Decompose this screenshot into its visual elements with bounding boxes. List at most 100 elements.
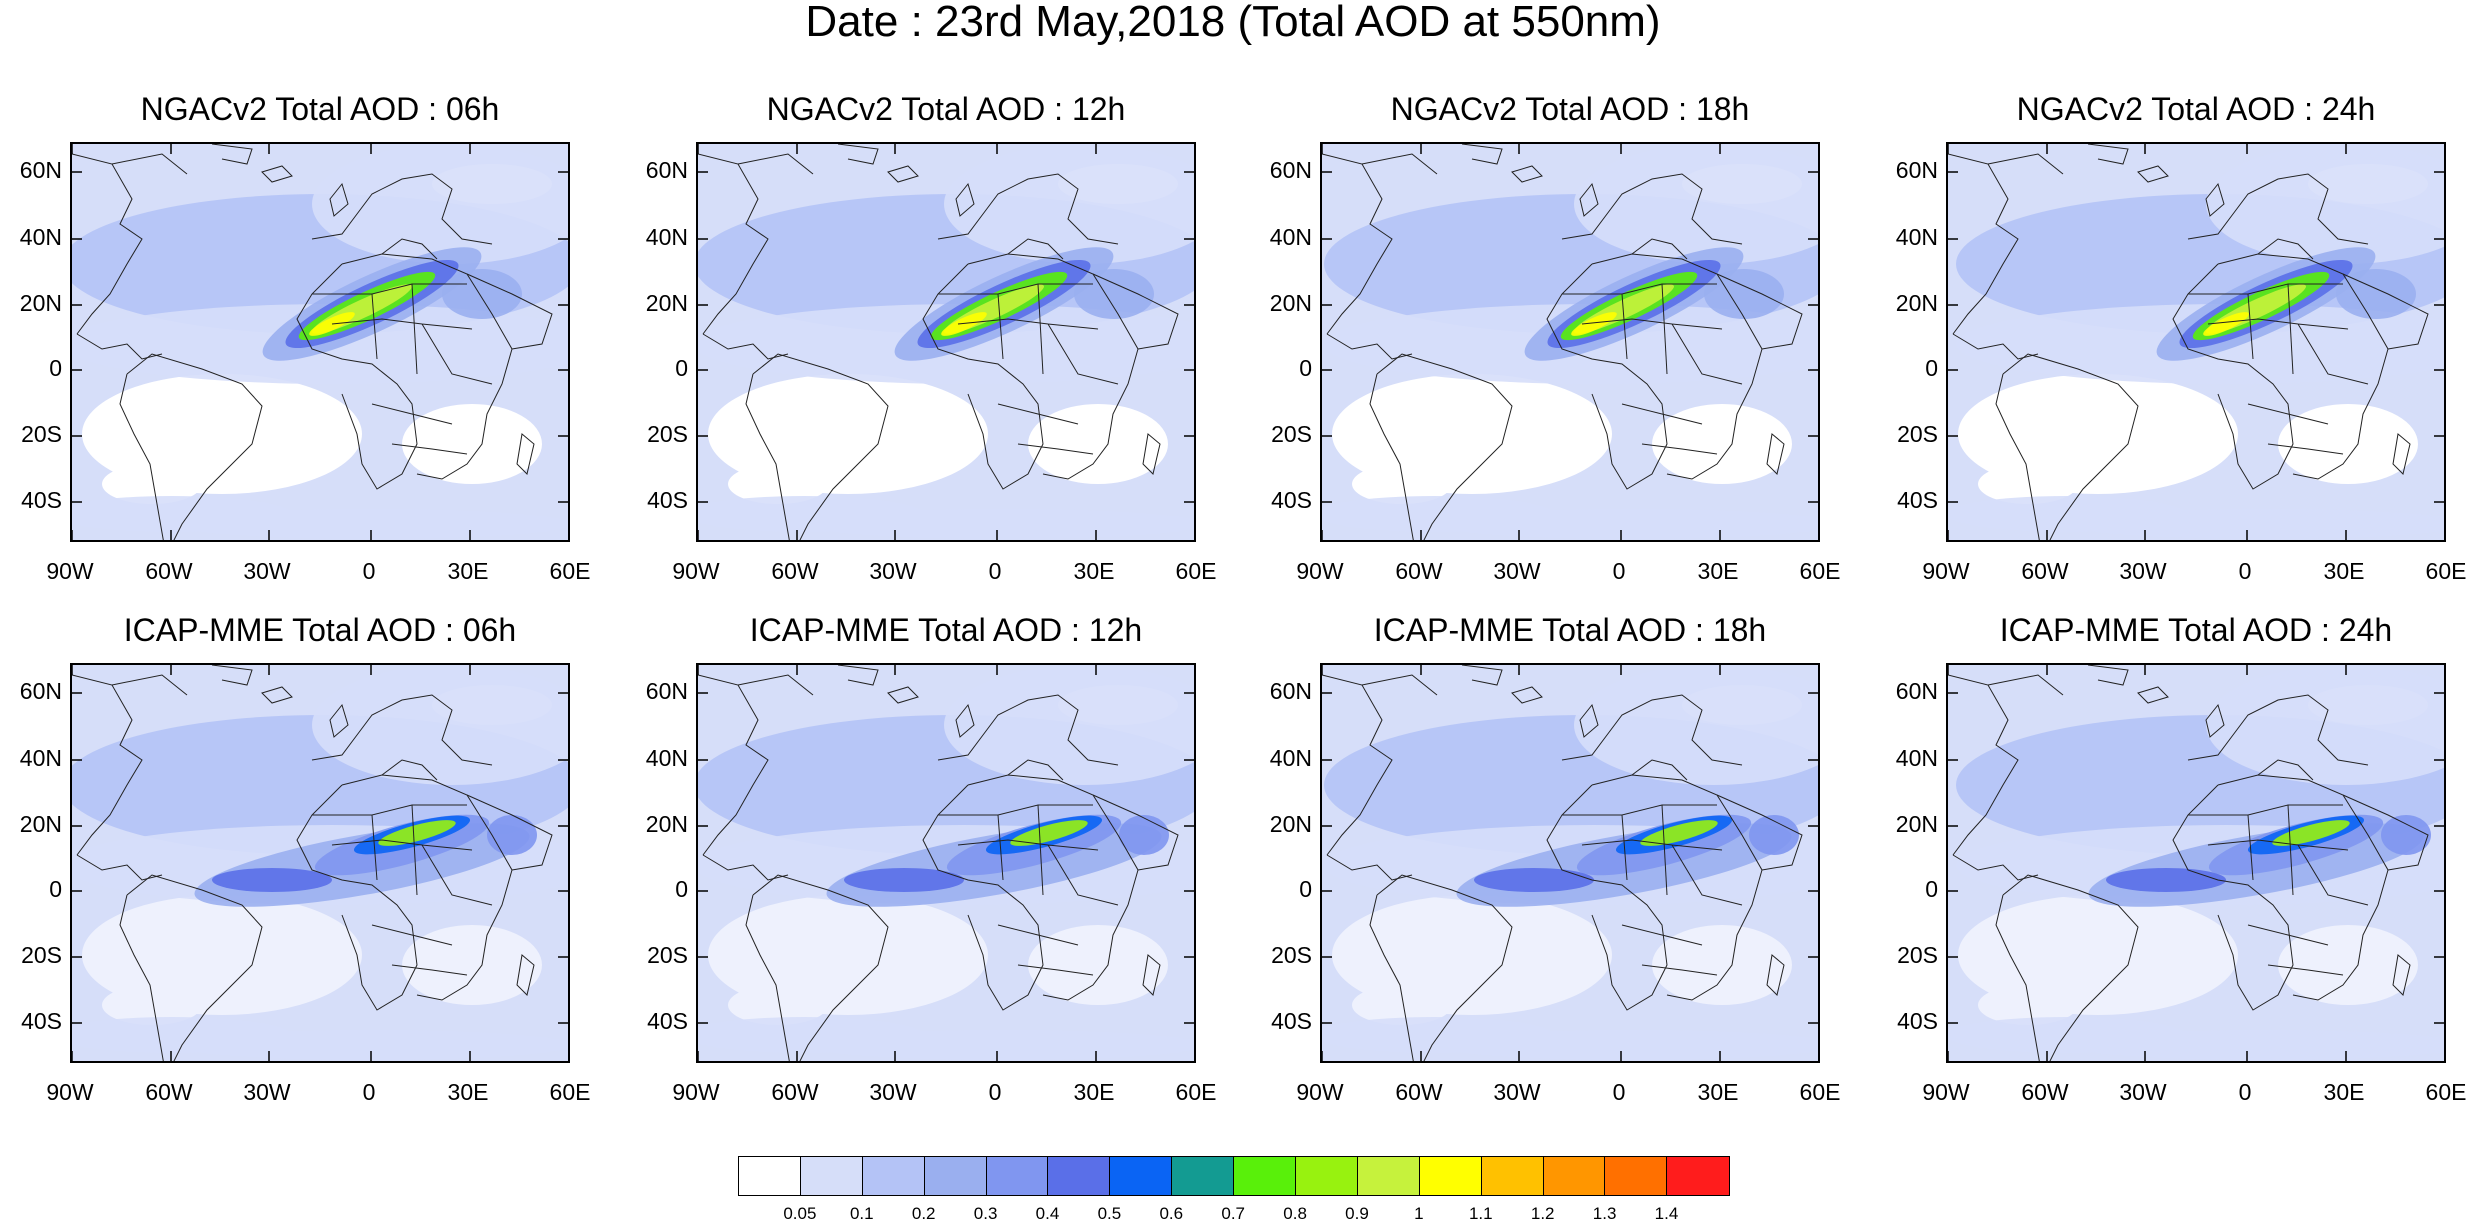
aod-contour: [2066, 509, 2444, 539]
coastline: [1621, 293, 1628, 360]
map-panel: NGACv2 Total AOD : 06h 60N 40N 20N 0 20S 40S 90…: [20, 93, 591, 583]
coastline: [1326, 854, 1413, 881]
coastline: [2217, 253, 2389, 480]
coastline: [311, 694, 493, 766]
coastline: [2205, 182, 2225, 217]
lat-tick-label: 40S: [1897, 487, 1938, 513]
coastline: [955, 182, 975, 217]
axis-ticks: [698, 665, 1194, 1061]
coastline: [2297, 844, 2369, 906]
coastline: [922, 784, 1044, 1011]
coastline: [2207, 318, 2349, 330]
coastline: [1641, 443, 1718, 455]
lon-tick-label: 90W: [1296, 1079, 1344, 1105]
aod-contour: [172, 1030, 568, 1060]
lon-tick-label: 0: [988, 1079, 1002, 1105]
coastline: [1581, 318, 1723, 330]
colorbar-box: [1234, 1157, 1297, 1195]
coastline: [119, 373, 164, 540]
panel-title: NGACv2 Total AOD : 24h: [2016, 91, 2376, 127]
lon-tick-label: 60E: [2425, 558, 2466, 584]
coastline: [2267, 964, 2344, 976]
lat-tick-label: 20N: [19, 290, 62, 316]
coastline: [702, 854, 789, 881]
lat-tick-label: 0: [49, 876, 62, 902]
coastline: [1671, 323, 1743, 385]
lat-tick-label: 60N: [1895, 678, 1938, 704]
lat-tick-label: 60N: [1895, 157, 1938, 183]
coastline: [2287, 283, 2294, 375]
axis-ticks: [698, 144, 1194, 540]
lat-tick-label: 60N: [645, 157, 688, 183]
coastline: [331, 318, 473, 330]
aod-contour: [2336, 269, 2416, 319]
coastline: [1511, 165, 1543, 183]
aod-map: [1946, 663, 2446, 1063]
coastline: [837, 665, 879, 686]
lat-tick-label: 40N: [1269, 224, 1312, 250]
lat-tick-label: 40S: [21, 487, 62, 513]
clean-air-area: [402, 404, 542, 484]
aod-map: [70, 142, 570, 542]
clean-air-area: [728, 464, 828, 504]
coastline: [2342, 273, 2429, 350]
lon-tick-label: 60W: [771, 1079, 819, 1105]
lat-tick-label: 0: [1299, 355, 1312, 381]
aod-contour: [1574, 144, 1818, 264]
aod-contour: [1434, 509, 1818, 539]
coastline: [997, 924, 1079, 946]
coastline: [1092, 273, 1179, 350]
colorbar-box: [800, 1157, 863, 1195]
lon-tick-label: 0: [988, 558, 1002, 584]
coastline: [2087, 144, 2129, 165]
lon-tick-label: 30W: [869, 1079, 917, 1105]
coastline: [1562, 804, 1717, 816]
coastline: [2172, 784, 2294, 1011]
coastline: [887, 165, 919, 183]
lon-tick-label: 30W: [243, 1079, 291, 1105]
axis-ticks: [72, 665, 568, 1061]
coastline: [341, 774, 513, 1001]
lon-tick-label: 90W: [1922, 1079, 1970, 1105]
coastline: [1007, 238, 1064, 260]
colorbar-box: [1357, 1157, 1420, 1195]
panel-title: ICAP-MME Total AOD : 24h: [1999, 612, 2393, 648]
clean-air-area: [1652, 925, 1792, 1005]
coastline: [1511, 686, 1543, 704]
lat-tick-label: 0: [1925, 355, 1938, 381]
coastline: [1995, 373, 2040, 540]
aod-map: [1320, 663, 1820, 1063]
coastline: [111, 674, 188, 696]
lat-tick-label: 20S: [1271, 421, 1312, 447]
coastline: [997, 293, 1004, 360]
panel-title: ICAP-MME Total AOD : 12h: [749, 612, 1143, 648]
lat-tick-label: 20N: [1269, 290, 1312, 316]
lon-tick-label: 30E: [447, 1079, 489, 1105]
aod-contour: [172, 509, 568, 539]
lon-tick-label: 90W: [672, 558, 720, 584]
colorbar-label: 0.2: [911, 1204, 936, 1223]
coastline: [466, 273, 553, 350]
axis-ticks: [1322, 665, 1818, 1061]
aod-contour: [378, 820, 456, 846]
lat-tick-label: 20S: [647, 421, 688, 447]
lat-tick-label: 20S: [21, 421, 62, 447]
coastline: [261, 165, 293, 183]
coastline: [466, 794, 553, 871]
coastline: [837, 144, 879, 165]
coastline: [371, 293, 378, 360]
colorbar-label: 1.4: [1654, 1204, 1679, 1223]
coastline: [1716, 794, 1803, 871]
coastline: [937, 173, 1119, 245]
coastline: [1369, 894, 1414, 1061]
lat-tick-label: 0: [675, 876, 688, 902]
lon-tick-label: 60W: [145, 1079, 193, 1105]
lon-tick-label: 30E: [1697, 558, 1739, 584]
coastline: [1621, 814, 1628, 881]
lat-tick-label: 20N: [1895, 811, 1938, 837]
aod-contour: [312, 665, 568, 785]
coastline: [2392, 433, 2411, 475]
coastline: [1546, 263, 1668, 490]
coastline: [1579, 182, 1599, 217]
coastline: [329, 182, 349, 217]
